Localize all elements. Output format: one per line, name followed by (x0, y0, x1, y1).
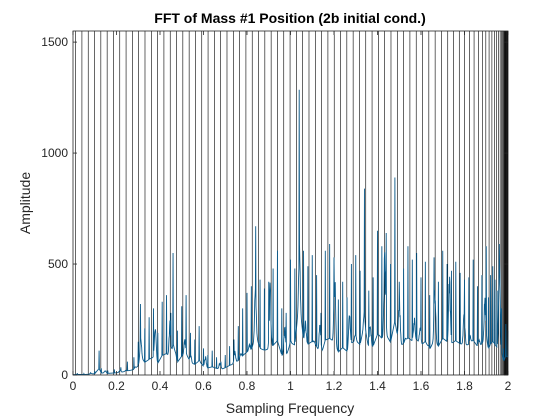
series-group (72, 89, 509, 376)
y-axis-label: Amplitude (17, 172, 33, 234)
x-tick-label: 0.8 (239, 379, 256, 393)
y-tick-label: 1500 (41, 35, 68, 49)
series-line (72, 89, 509, 376)
y-tick-label: 0 (61, 368, 68, 382)
x-tick-label: 0 (70, 379, 77, 393)
x-tick-label: 1 (287, 379, 294, 393)
x-tick-label: 1.2 (326, 379, 343, 393)
x-axis-label: Sampling Frequency (226, 400, 354, 416)
y-tick-label: 500 (48, 257, 68, 271)
y-tick-label: 1000 (41, 146, 68, 160)
x-tick-label: 1.8 (456, 379, 473, 393)
y-ticks: 0 500 1000 1500 (41, 35, 508, 382)
x-ticks: 0 0.2 0.4 0.6 0.8 1 1.2 1.4 1.6 1.8 2 (70, 31, 512, 393)
x-tick-label: 0.6 (195, 379, 212, 393)
chart-title: FFT of Mass #1 Position (2b initial cond… (154, 10, 425, 26)
x-tick-label: 2 (505, 379, 512, 393)
x-tick-label: 1.6 (413, 379, 430, 393)
x-tick-label: 0.2 (108, 379, 125, 393)
x-tick-label: 0.4 (152, 379, 169, 393)
x-tick-label: 1.4 (369, 379, 386, 393)
